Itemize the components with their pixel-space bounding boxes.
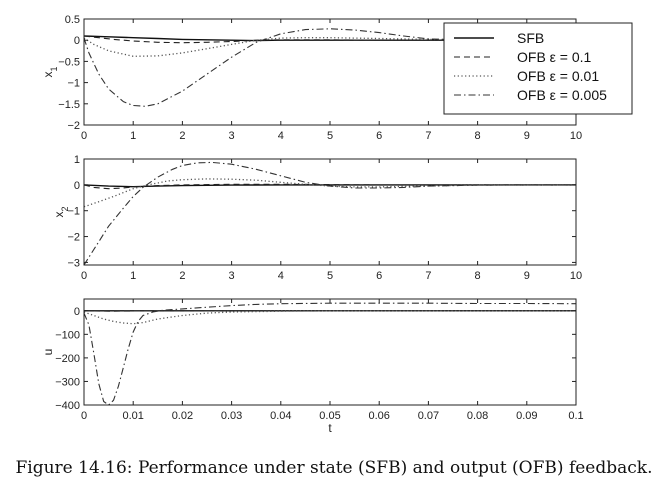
legend-label: OFB ε = 0.1 [517, 49, 592, 65]
plot-x1: 0 1 2 3 4 5 6 7 8 9 10 0.5 0 −0.5 −1 −1.5 −2 x1 [41, 14, 582, 142]
plot-u: 0 0.01 0.02 0.03 0.04 0.05 0.06 0.07 0.08 0.09 0.1… [41, 298, 584, 435]
x-tick-label: 0.06 [368, 410, 389, 422]
x-tick-label: 5 [327, 130, 333, 142]
x-tick-label: 2 [179, 270, 185, 282]
x-tick-label: 8 [475, 130, 481, 142]
x-tick-label: 10 [570, 130, 582, 142]
x-tick-label: 2 [179, 130, 185, 142]
axes-frame [83, 158, 577, 266]
y-tick-label: −200 [55, 353, 80, 365]
y-tick-label: −400 [55, 400, 80, 412]
x-tick-label: 4 [278, 270, 284, 282]
series-line [84, 310, 576, 325]
x-axis-label: t [328, 421, 332, 435]
series-line [84, 28, 576, 107]
x-tick-label: 9 [524, 270, 530, 282]
x-tick-label: 0.09 [516, 410, 537, 422]
x-tick-label: 0.07 [418, 410, 439, 422]
series-line [84, 35, 576, 44]
x-tick-label: 0.01 [122, 410, 143, 422]
x-tick-label: 0.05 [319, 410, 340, 422]
y-tick-label: −1 [67, 78, 80, 90]
y-tick-label: −300 [55, 376, 80, 388]
y-tick-label: −0.5 [58, 56, 80, 68]
y-axis-label: x1 [41, 66, 59, 77]
legend-label: OFB ε = 0.005 [517, 87, 607, 103]
x-tick-label: 8 [475, 270, 481, 282]
y-tick-label: 0 [74, 35, 80, 47]
x-tick-label: 0.02 [172, 410, 193, 422]
y-tick-label: −1 [67, 206, 80, 218]
x-tick-label: 0.1 [568, 410, 583, 422]
x-tick-label: 0.08 [467, 410, 488, 422]
x-tick-label: 0 [81, 410, 87, 422]
x-tick-label: 7 [425, 130, 431, 142]
y-tick-label: 1 [74, 154, 80, 166]
y-axis-label: x2 [52, 206, 70, 217]
y-tick-label: 0.5 [65, 14, 80, 26]
figure-caption: Figure 14.16: Performance under state (S… [15, 458, 653, 478]
y-tick-label: −2 [67, 232, 80, 244]
x-tick-label: 0 [81, 130, 87, 142]
x-tick-label: 0 [81, 270, 87, 282]
y-axis-label: u [41, 349, 55, 356]
y-tick-label: −3 [67, 257, 80, 269]
series-line [84, 178, 576, 208]
y-tick-label: −1.5 [58, 99, 80, 111]
legend: SFB OFB ε = 0.1 OFB ε = 0.01 OFB ε = 0.005 [443, 22, 633, 115]
x-tick-label: 3 [229, 130, 235, 142]
x-tick-label: 7 [425, 270, 431, 282]
x-tick-label: 5 [327, 270, 333, 282]
y-tick-label: 0 [74, 306, 80, 318]
legend-label: SFB [517, 30, 544, 46]
x-tick-label: 6 [376, 270, 382, 282]
x-tick-label: 10 [570, 270, 582, 282]
x-tick-label: 1 [130, 130, 136, 142]
series-line [84, 161, 576, 265]
series-line [84, 302, 576, 405]
x-tick-label: 0.03 [221, 410, 242, 422]
y-tick-label: −100 [55, 329, 80, 341]
x-tick-label: 1 [130, 270, 136, 282]
x-tick-label: 4 [278, 130, 284, 142]
y-tick-label: 0 [74, 180, 80, 192]
y-tick-label: −2 [67, 120, 80, 132]
series-line [84, 37, 576, 57]
x-tick-label: 6 [376, 130, 382, 142]
x-tick-label: 9 [524, 130, 530, 142]
legend-label: OFB ε = 0.01 [517, 68, 599, 84]
x-tick-label: 3 [229, 270, 235, 282]
x-tick-label: 0.04 [270, 410, 291, 422]
axes-frame [83, 298, 577, 406]
